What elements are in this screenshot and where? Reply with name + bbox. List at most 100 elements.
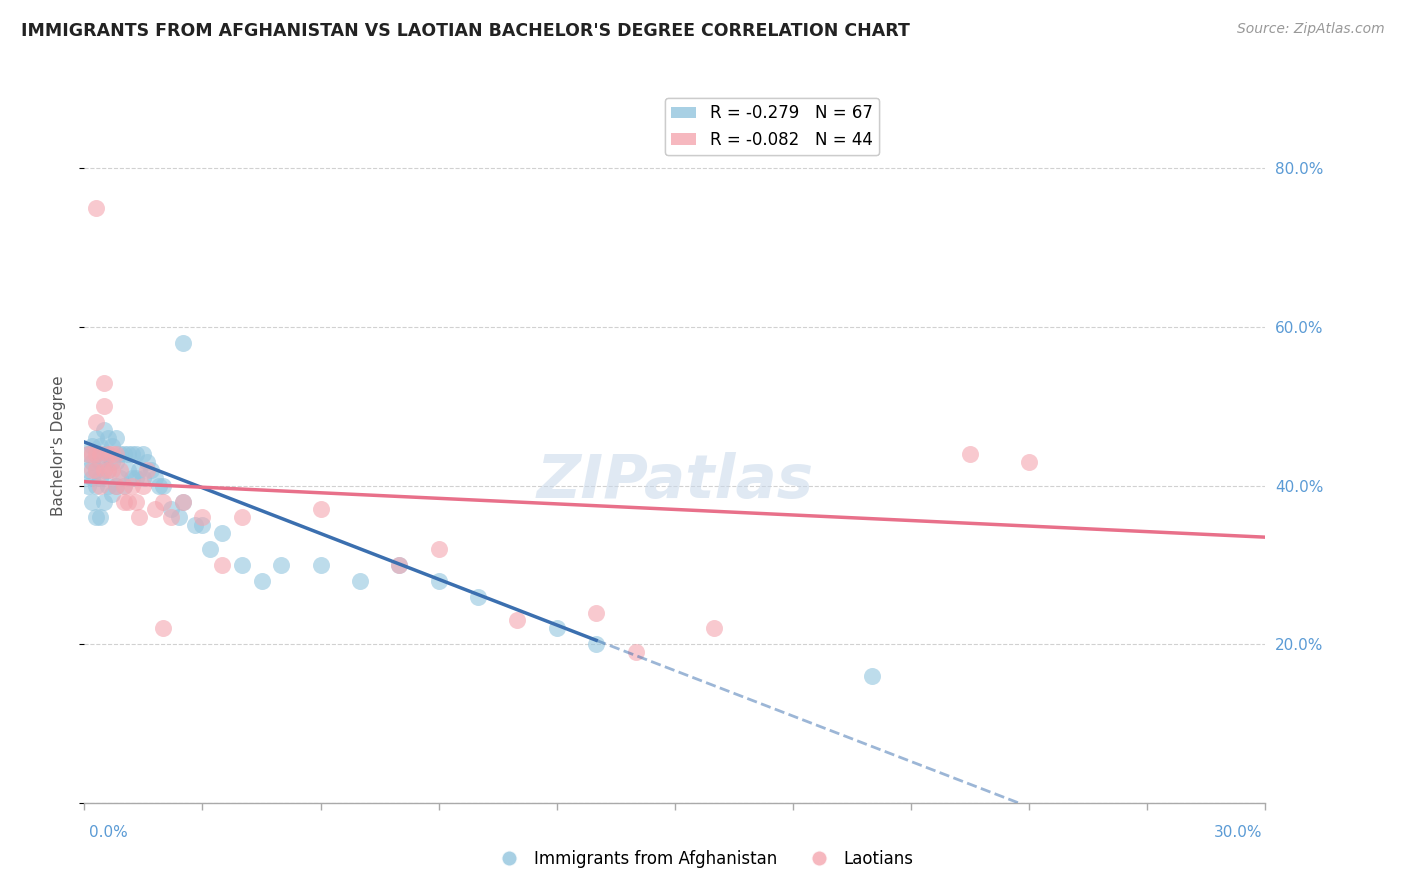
Point xyxy=(121,447,143,461)
Point xyxy=(160,510,183,524)
Point xyxy=(104,455,127,469)
Point xyxy=(84,478,107,492)
Point xyxy=(152,494,174,508)
Point xyxy=(128,510,150,524)
Point xyxy=(143,502,166,516)
Point xyxy=(101,463,124,477)
Point xyxy=(89,478,111,492)
Point xyxy=(77,447,100,461)
Point xyxy=(104,478,127,492)
Point xyxy=(112,478,135,492)
Point xyxy=(270,558,292,572)
Point xyxy=(101,447,124,461)
Point xyxy=(624,645,647,659)
Point xyxy=(117,494,139,508)
Point xyxy=(860,669,883,683)
Point xyxy=(93,463,115,477)
Point xyxy=(191,510,214,524)
Point xyxy=(93,376,115,390)
Point xyxy=(84,463,107,477)
Point xyxy=(112,447,135,461)
Point xyxy=(132,447,155,461)
Point xyxy=(546,621,568,635)
Legend: Immigrants from Afghanistan, Laotians: Immigrants from Afghanistan, Laotians xyxy=(485,844,921,875)
Point xyxy=(77,447,100,461)
Point xyxy=(152,621,174,635)
Point xyxy=(231,510,253,524)
Point xyxy=(77,463,100,477)
Point xyxy=(172,494,194,508)
Point xyxy=(152,478,174,492)
Text: 30.0%: 30.0% xyxy=(1215,825,1263,840)
Point xyxy=(104,478,127,492)
Point xyxy=(97,463,120,477)
Point xyxy=(585,606,607,620)
Point xyxy=(89,439,111,453)
Point xyxy=(101,439,124,453)
Point xyxy=(136,463,159,477)
Point xyxy=(585,637,607,651)
Point xyxy=(128,463,150,477)
Point xyxy=(132,471,155,485)
Point xyxy=(97,463,120,477)
Point xyxy=(89,447,111,461)
Point xyxy=(82,463,104,477)
Text: IMMIGRANTS FROM AFGHANISTAN VS LAOTIAN BACHELOR'S DEGREE CORRELATION CHART: IMMIGRANTS FROM AFGHANISTAN VS LAOTIAN B… xyxy=(21,22,910,40)
Point xyxy=(93,463,115,477)
Point xyxy=(167,510,190,524)
Point xyxy=(231,558,253,572)
Point xyxy=(309,558,332,572)
Text: ZIPatlas: ZIPatlas xyxy=(536,452,814,511)
Point xyxy=(101,486,124,500)
Point xyxy=(82,447,104,461)
Point xyxy=(97,447,120,461)
Point xyxy=(82,471,104,485)
Point xyxy=(211,558,233,572)
Point xyxy=(84,510,107,524)
Point xyxy=(101,455,124,469)
Point xyxy=(82,494,104,508)
Point xyxy=(82,439,104,453)
Point xyxy=(84,431,107,445)
Y-axis label: Bachelor's Degree: Bachelor's Degree xyxy=(51,376,66,516)
Point xyxy=(77,478,100,492)
Point xyxy=(124,447,146,461)
Point xyxy=(84,415,107,429)
Point xyxy=(84,201,107,215)
Text: Source: ZipAtlas.com: Source: ZipAtlas.com xyxy=(1237,22,1385,37)
Point xyxy=(1018,455,1040,469)
Point xyxy=(89,455,111,469)
Point xyxy=(148,478,170,492)
Point xyxy=(136,455,159,469)
Point xyxy=(82,455,104,469)
Point xyxy=(183,518,205,533)
Point xyxy=(104,447,127,461)
Point xyxy=(309,502,332,516)
Point xyxy=(211,526,233,541)
Point xyxy=(141,463,163,477)
Point xyxy=(108,463,131,477)
Legend: R = -0.279   N = 67, R = -0.082   N = 44: R = -0.279 N = 67, R = -0.082 N = 44 xyxy=(665,97,879,155)
Point xyxy=(84,447,107,461)
Point xyxy=(93,423,115,437)
Point xyxy=(112,494,135,508)
Point xyxy=(143,471,166,485)
Point xyxy=(506,614,529,628)
Point xyxy=(93,447,115,461)
Point xyxy=(121,471,143,485)
Point xyxy=(121,478,143,492)
Point xyxy=(349,574,371,588)
Point xyxy=(117,463,139,477)
Point xyxy=(117,447,139,461)
Point xyxy=(427,542,450,557)
Point xyxy=(388,558,411,572)
Point xyxy=(93,494,115,508)
Point xyxy=(467,590,489,604)
Point xyxy=(84,447,107,461)
Point xyxy=(160,502,183,516)
Point xyxy=(388,558,411,572)
Point xyxy=(97,478,120,492)
Point xyxy=(250,574,273,588)
Point xyxy=(108,471,131,485)
Point xyxy=(200,542,222,557)
